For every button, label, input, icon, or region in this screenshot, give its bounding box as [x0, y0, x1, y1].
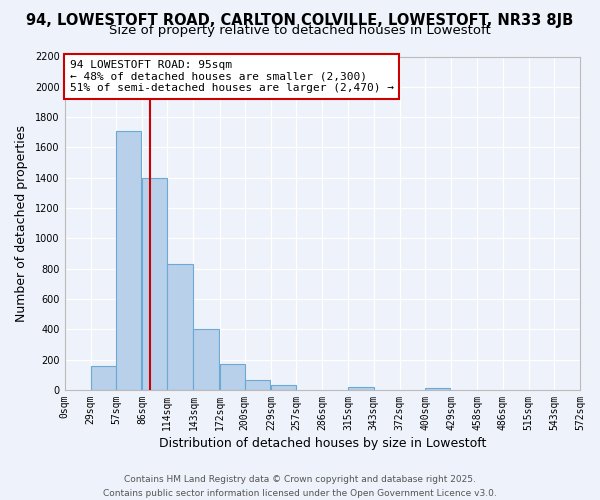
Bar	[142, 178, 167, 390]
Text: Size of property relative to detached houses in Lowestoft: Size of property relative to detached ho…	[109, 24, 491, 37]
Bar	[349, 387, 374, 390]
Bar	[193, 330, 219, 390]
X-axis label: Distribution of detached houses by size in Lowestoft: Distribution of detached houses by size …	[158, 437, 486, 450]
Bar	[91, 366, 116, 390]
Y-axis label: Number of detached properties: Number of detached properties	[15, 124, 28, 322]
Text: Contains HM Land Registry data © Crown copyright and database right 2025.
Contai: Contains HM Land Registry data © Crown c…	[103, 476, 497, 498]
Bar	[245, 380, 270, 390]
Bar	[425, 388, 451, 390]
Text: 94, LOWESTOFT ROAD, CARLTON COLVILLE, LOWESTOFT, NR33 8JB: 94, LOWESTOFT ROAD, CARLTON COLVILLE, LO…	[26, 12, 574, 28]
Bar	[271, 386, 296, 390]
Bar	[220, 364, 245, 390]
Bar	[116, 131, 142, 390]
Bar	[167, 264, 193, 390]
Text: 94 LOWESTOFT ROAD: 95sqm
← 48% of detached houses are smaller (2,300)
51% of sem: 94 LOWESTOFT ROAD: 95sqm ← 48% of detach…	[70, 60, 394, 93]
